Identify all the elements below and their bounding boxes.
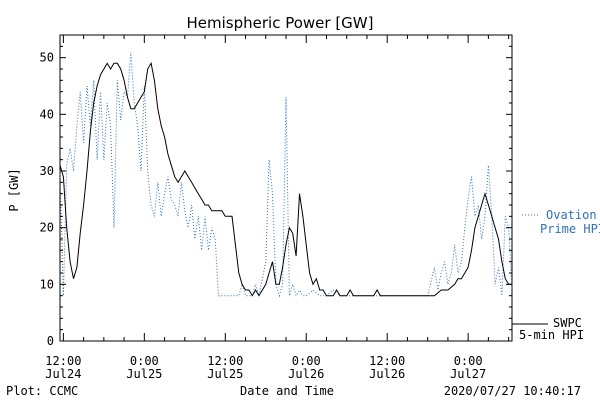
series-layer <box>59 51 513 298</box>
legend-ovation-label-line1: Ovation <box>546 208 597 222</box>
footer-timestamp: 2020/07/27 10:40:17 <box>444 384 581 398</box>
legend-swpc-label-line1: SWPC <box>553 316 582 330</box>
y-tick-label: 40 <box>40 107 54 121</box>
x-tick-label-time: 12:00 <box>45 354 81 368</box>
y-tick-label: 0 <box>47 334 54 348</box>
x-tick-label-date: Jul27 <box>450 367 486 381</box>
x-tick-label-date: Jul25 <box>207 367 243 381</box>
x-tick-label-time: 0:00 <box>292 354 321 368</box>
x-tick-label-time: 0:00 <box>130 354 159 368</box>
plot-frame <box>59 34 513 342</box>
x-tick-label-date: Jul25 <box>126 367 162 381</box>
legend: Ovation Prime HPI SWPC 5-min HPI <box>512 208 600 342</box>
x-tick-label-date: Jul24 <box>45 367 81 381</box>
chart-title: Hemispheric Power [GW] <box>187 14 374 32</box>
series-line-ovation-prime <box>59 51 513 298</box>
x-axis: 12:00Jul240:00Jul2512:00Jul250:00Jul2612… <box>45 35 510 381</box>
y-tick-label: 50 <box>40 51 54 65</box>
x-tick-label-time: 0:00 <box>454 354 483 368</box>
y-tick-label: 10 <box>40 277 54 291</box>
series-line-swpc <box>59 61 512 297</box>
y-axis-label: P [GW] <box>7 168 21 211</box>
y-tick-label: 30 <box>40 164 54 178</box>
footer-plot-credit: Plot: CCMC <box>6 384 78 398</box>
x-tick-label-time: 12:00 <box>369 354 405 368</box>
x-tick-label-time: 12:00 <box>207 354 243 368</box>
y-axis: 0 10 20 30 40 50 <box>40 34 512 348</box>
x-tick-label-date: Jul26 <box>369 367 405 381</box>
y-tick-label: 20 <box>40 221 54 235</box>
legend-swpc-label-line2: 5-min HPI <box>519 328 584 342</box>
legend-ovation-label-line2: Prime HPI <box>540 222 600 236</box>
x-tick-label-date: Jul26 <box>288 367 324 381</box>
x-axis-label: Date and Time <box>240 384 334 398</box>
